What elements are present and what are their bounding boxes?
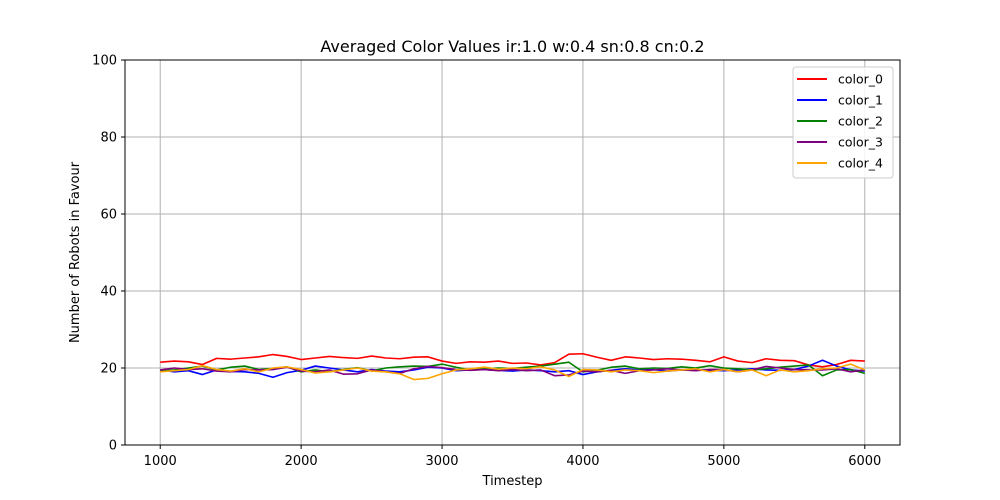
chart-title: Averaged Color Values ir:1.0 w:0.4 sn:0.…	[320, 37, 704, 56]
y-axis-label: Number of Robots in Favour	[68, 161, 83, 343]
y-tick-label: 80	[100, 131, 117, 146]
legend: color_0 color_1 color_2 color_3 color_4	[792, 66, 894, 179]
x-tick-label: 6000	[848, 454, 881, 469]
y-tick-label: 20	[100, 362, 117, 377]
x-tick-label: 3000	[425, 454, 458, 469]
y-tick-label: 40	[100, 285, 117, 300]
series-lines	[160, 352, 866, 381]
y-tick-label: 60	[100, 208, 117, 223]
x-tick-label: 1000	[144, 454, 177, 469]
legend-box	[792, 66, 894, 179]
legend-label-color-4: color_4	[838, 156, 883, 171]
y-tick-label: 100	[92, 54, 117, 69]
legend-label-color-0: color_0	[838, 72, 883, 87]
x-tick-label: 2000	[285, 454, 318, 469]
series-line-color-0	[160, 352, 865, 368]
x-tick-label: 5000	[707, 454, 740, 469]
y-tick-label: 0	[109, 439, 117, 454]
plot-area-frame	[124, 59, 901, 446]
series-line-color-4	[160, 363, 866, 381]
legend-label-color-1: color_1	[838, 93, 883, 108]
axis-ticks: 1000 2000 3000 4000 5000 6000 0 20 40 60 80 100	[92, 54, 881, 470]
x-tick-label: 4000	[566, 454, 599, 469]
legend-label-color-2: color_2	[838, 114, 883, 129]
legend-label-color-3: color_3	[838, 135, 883, 150]
x-axis-label: Timestep	[482, 474, 543, 489]
